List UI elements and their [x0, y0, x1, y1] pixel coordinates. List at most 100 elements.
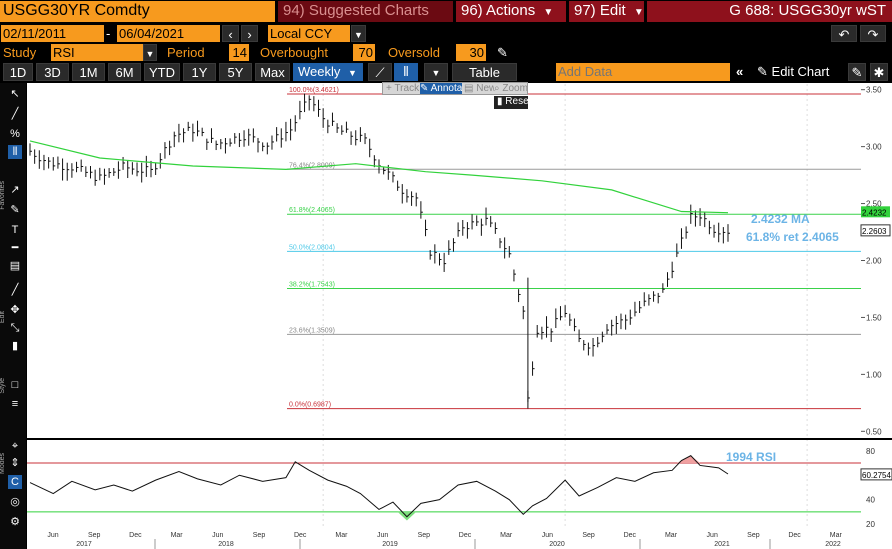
news-button[interactable]: ▤ News — [464, 83, 494, 94]
edit-side-label: Edit — [0, 311, 6, 324]
edit-box-icon[interactable]: ✎ — [848, 63, 866, 81]
range-ytd-button[interactable]: YTD — [144, 63, 180, 81]
annotate-button[interactable]: ✎ Annotate — [420, 83, 462, 94]
cursor-icon[interactable]: ↖ — [10, 88, 20, 100]
brush-tool-icon[interactable]: ✎ — [10, 204, 20, 216]
x-year-label-5: 2022 — [825, 541, 841, 548]
settings-icon[interactable]: ✱ — [870, 63, 888, 81]
gear-icon[interactable]: ⚙ — [10, 516, 20, 528]
currency-select[interactable]: Local CCY — [268, 25, 350, 42]
frequency-caret-icon: ▼ — [348, 68, 357, 78]
range-max-button[interactable]: Max — [255, 63, 290, 81]
track-label: Track — [394, 83, 420, 94]
edit-chart-button[interactable]: ✎ Edit Chart — [757, 63, 842, 81]
thickness-tool-icon[interactable]: ≡ — [11, 398, 19, 410]
text-tool-icon[interactable]: T — [11, 224, 19, 236]
rsi-tick-label-2: 40 — [866, 496, 875, 505]
drawing-popup: + Track ✎ Annotate ▤ News ⌕ Zoom — [382, 82, 528, 95]
delete-tool-icon[interactable]: ▮ — [11, 340, 19, 352]
move-tool-icon[interactable]: ✥ — [10, 304, 20, 316]
x-month-label-0: Jun — [47, 532, 58, 539]
line-chart-icon[interactable]: ⟋ — [368, 63, 392, 81]
reset-button[interactable]: ▮ Reset — [494, 96, 528, 109]
line-tool-icon[interactable]: ╱ — [11, 108, 19, 120]
draw-tool-icon[interactable]: ╱ — [11, 284, 19, 296]
channel-tool-icon[interactable]: ⫴ — [8, 145, 22, 159]
last-rsi-tag — [860, 468, 892, 481]
edit-chart-pencil-icon: ✎ — [757, 64, 768, 79]
pencil-icon[interactable]: ✎ — [497, 45, 508, 60]
scale-mode-icon[interactable]: ⇕ — [10, 457, 20, 469]
crosshair-mode-icon[interactable]: ⌖ — [11, 440, 19, 452]
edit-caret-icon: ▼ — [633, 7, 644, 18]
last-close-value: 2.2603 — [862, 227, 887, 236]
price-tick-label-2: 2.50 — [866, 200, 882, 209]
actions-caret-icon: ▼ — [543, 7, 554, 18]
x-month-label-18: Dec — [788, 532, 801, 539]
color-tool-icon[interactable]: □ — [11, 379, 19, 391]
redo-icon[interactable]: ↷ — [860, 25, 886, 42]
chart-type-caret-icon[interactable]: ▼ — [424, 63, 448, 81]
resize-tool-icon[interactable]: ⤡ — [10, 322, 20, 334]
x-month-label-9: Sep — [418, 532, 431, 539]
actions-button[interactable]: 96) Actions ▼ — [456, 1, 566, 22]
bar-chart-icon[interactable]: ⫴ — [394, 63, 418, 81]
fib-tool-icon[interactable]: % — [10, 128, 20, 140]
rsi-annotation: 1994 RSI — [726, 450, 776, 464]
layers-mode-icon[interactable]: ◎ — [10, 496, 20, 508]
x-month-label-7: Mar — [335, 532, 348, 539]
arrow-tool-icon[interactable]: ↗ — [10, 184, 20, 196]
suggested-charts-button[interactable]: 94) Suggested Charts — [278, 1, 453, 22]
next-arrow-icon[interactable]: › — [241, 25, 258, 42]
study-select[interactable]: RSI — [51, 44, 143, 61]
modes-side-label: Modes — [0, 453, 6, 475]
x-month-label-11: Mar — [500, 532, 513, 539]
oversold-input[interactable]: 30 — [456, 44, 486, 61]
x-month-label-17: Sep — [747, 532, 760, 539]
track-button[interactable]: + Track — [386, 83, 420, 94]
x-month-label-3: Mar — [171, 532, 184, 539]
overbought-input[interactable]: 70 — [353, 44, 375, 61]
range-1d-button[interactable]: 1D — [3, 63, 33, 81]
price-tick-label-6: 0.50 — [866, 427, 882, 436]
tool-strip: ↖ ╱ % ⫴ ↗ ✎ T ━ ▤ ╱ ✥ ⤡ ▮ □ ≡ ⌖ ⇕ C ◎ ⚙ … — [0, 83, 26, 549]
period-input[interactable]: 14 — [229, 44, 249, 61]
date-separator: - — [106, 26, 111, 41]
edit-menu-button[interactable]: 97) Edit ▼ — [569, 1, 644, 22]
last-close-tag — [860, 224, 891, 237]
study-caret-icon[interactable]: ▼ — [143, 44, 157, 61]
ticker-input[interactable]: USGG30YR Comdty — [0, 1, 275, 22]
range-1m-button[interactable]: 1M — [72, 63, 105, 81]
price-tick-label-1: 3.00 — [866, 143, 882, 152]
hline-tool-icon[interactable]: ━ — [11, 242, 19, 254]
range-6m-button[interactable]: 6M — [108, 63, 141, 81]
zoom-button[interactable]: ⌕ Zoom — [494, 83, 528, 94]
start-date-input[interactable]: 02/11/2011 — [1, 25, 104, 42]
fib-label-0: 100.0%(3.4621) — [289, 87, 339, 94]
range-5y-button[interactable]: 5Y — [219, 63, 252, 81]
range-1y-button[interactable]: 1Y — [183, 63, 216, 81]
add-data-input[interactable] — [556, 63, 730, 81]
prev-arrow-icon[interactable]: ‹ — [222, 25, 239, 42]
frequency-select[interactable]: Weekly ▼ — [293, 63, 363, 81]
x-month-label-2: Dec — [129, 532, 142, 539]
price-tick-label-4: 1.50 — [866, 313, 882, 322]
range-3d-button[interactable]: 3D — [36, 63, 69, 81]
fib-label-4: 38.2%(1.7543) — [289, 281, 335, 288]
y-axis-panel — [861, 83, 892, 530]
x-month-label-10: Dec — [459, 532, 472, 539]
compare-mode-icon[interactable]: C — [8, 475, 22, 489]
end-date-input[interactable]: 06/04/2021 — [117, 25, 220, 42]
rsi-panel — [27, 440, 861, 530]
ruler-tool-icon[interactable]: ▤ — [9, 260, 21, 272]
collapse-icon[interactable]: « — [736, 64, 744, 79]
range-toolbar: 1D 3D 1M 6M YTD 1Y 5Y Max Weekly ▼ ⟋ ⫴ ▼… — [0, 62, 892, 82]
last-ma-value: 2.4232 — [862, 208, 887, 217]
actions-label: 96) Actions — [461, 2, 536, 19]
x-year-label-1: 2018 — [218, 541, 234, 548]
currency-caret-icon[interactable]: ▼ — [351, 25, 366, 42]
undo-icon[interactable]: ↶ — [831, 25, 857, 42]
table-button[interactable]: Table — [452, 63, 517, 81]
x-month-label-14: Dec — [624, 532, 637, 539]
